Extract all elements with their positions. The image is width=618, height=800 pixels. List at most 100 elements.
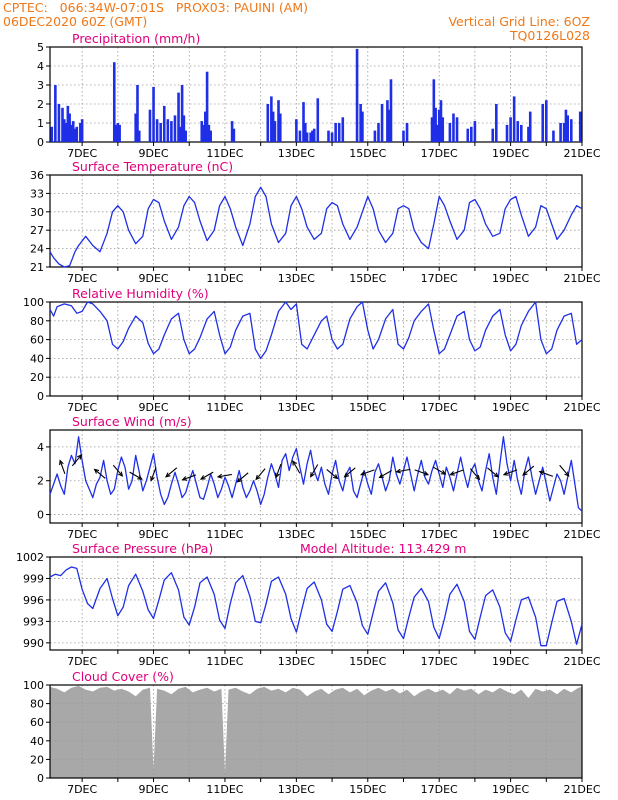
precip-bar bbox=[180, 85, 184, 142]
pres-ytick-label: 996 bbox=[23, 594, 44, 607]
wind-arrow-head bbox=[522, 470, 528, 476]
wind-direction-arrow bbox=[112, 464, 124, 477]
pres-xtick-label: 17DEC bbox=[421, 655, 458, 668]
precip-bar bbox=[327, 130, 330, 142]
temp-frame bbox=[49, 174, 583, 268]
rh-ytick-label: 40 bbox=[30, 352, 44, 365]
wind-arrow-shaft bbox=[487, 467, 499, 478]
temp-xtick-label: 19DEC bbox=[492, 272, 529, 285]
temp-ytick-label: 33 bbox=[30, 187, 44, 200]
rh-title: Relative Humidity (%) bbox=[72, 286, 209, 301]
precip-bar bbox=[148, 109, 152, 142]
rh-ytick-label: 100 bbox=[23, 296, 44, 309]
wind-arrow-shaft bbox=[450, 469, 464, 476]
precip-bar bbox=[266, 104, 270, 142]
wind-arrow-shaft bbox=[200, 471, 214, 480]
wind-arrow-head bbox=[343, 472, 350, 478]
wind-arrow-head bbox=[493, 472, 500, 478]
wind-direction-arrow bbox=[165, 467, 178, 478]
pres-xtick-label: 11DEC bbox=[206, 655, 243, 668]
precip-xtick-label: 15DEC bbox=[349, 147, 386, 160]
rh-ytick-label: 20 bbox=[30, 371, 44, 384]
precip-bar bbox=[80, 119, 84, 142]
precip-bar bbox=[355, 48, 359, 142]
wind-direction-arrow bbox=[326, 469, 339, 480]
precip-bar bbox=[312, 128, 316, 142]
precip-bar bbox=[179, 126, 182, 142]
wind-direction-arrow bbox=[236, 472, 249, 483]
wind-arrow-shaft bbox=[255, 468, 266, 480]
wind-arrow-head bbox=[292, 460, 297, 466]
wind-xtick-label: 13DEC bbox=[278, 528, 315, 541]
wind-arrow-shaft bbox=[326, 469, 338, 479]
wind-xtick-label: 15DEC bbox=[349, 528, 386, 541]
precip-bar bbox=[271, 111, 275, 142]
rh-ytick-label: 60 bbox=[30, 334, 44, 347]
precip-bar bbox=[173, 115, 177, 142]
temp-xtick-label: 15DEC bbox=[349, 272, 386, 285]
wind-arrow-head bbox=[395, 468, 402, 474]
precip-bar bbox=[386, 100, 389, 142]
temp-xtick-label: 11DEC bbox=[206, 272, 243, 285]
pres-ytick-label: 999 bbox=[23, 572, 44, 585]
precip-bar bbox=[466, 128, 470, 142]
pres-xtick-label: 7DEC bbox=[67, 655, 97, 668]
precip-bar bbox=[116, 123, 120, 142]
precip-bar bbox=[505, 124, 509, 142]
temp-xtick-label: 9DEC bbox=[138, 272, 168, 285]
rh-xtick-label: 11DEC bbox=[206, 401, 243, 414]
pres-ytick-label: 1002 bbox=[16, 551, 44, 564]
wind-direction-arrow bbox=[255, 468, 266, 481]
wind-ytick-label: 0 bbox=[37, 509, 44, 522]
wind-arrow-shaft bbox=[237, 472, 249, 483]
precip-bar bbox=[71, 121, 75, 142]
pres-frame bbox=[49, 556, 583, 651]
cloud-cover-area bbox=[50, 685, 582, 778]
cloud-xtick-label: 9DEC bbox=[138, 783, 168, 796]
wind-direction-arrow bbox=[432, 466, 447, 475]
wind-direction-arrow bbox=[150, 467, 157, 482]
header-gridline-note: Vertical Grid Line: 6OZ bbox=[448, 14, 590, 29]
wind-direction-arrow bbox=[559, 464, 570, 477]
precip-bar bbox=[118, 124, 121, 142]
precip-bar bbox=[162, 105, 166, 142]
temp-xtick-label: 7DEC bbox=[67, 272, 97, 285]
precip-panel: 0 1 2 3 4 5 7DEC 9DEC 11DEC 13DEC 15DEC 17DEC 19DEC 2… bbox=[37, 31, 601, 160]
precip-bar bbox=[230, 121, 234, 142]
precip-bar bbox=[495, 104, 498, 142]
precip-bar bbox=[79, 123, 82, 142]
wind-arrow-shaft bbox=[112, 464, 123, 477]
precip-bar bbox=[134, 113, 137, 142]
precip-bar bbox=[184, 130, 187, 142]
wind-arrow-head bbox=[440, 470, 447, 475]
wind-arrow-head bbox=[332, 474, 339, 480]
rh-xtick-label: 21DEC bbox=[563, 401, 600, 414]
pres-xtick-label: 13DEC bbox=[278, 655, 315, 668]
wind-direction-arrow bbox=[59, 459, 66, 474]
precip-xtick-label: 19DEC bbox=[492, 147, 529, 160]
precip-bar bbox=[278, 113, 282, 142]
temp-xtick-label: 17DEC bbox=[421, 272, 458, 285]
precip-bar bbox=[405, 123, 409, 142]
precip-bar bbox=[470, 126, 473, 142]
precip-bar bbox=[512, 96, 516, 142]
wind-direction-arrow bbox=[275, 463, 282, 479]
cloud-xtick-label: 15DEC bbox=[349, 783, 386, 796]
precip-bar bbox=[559, 123, 562, 142]
precip-bar bbox=[430, 117, 434, 142]
wind-direction-arrow bbox=[310, 464, 319, 478]
wind-arrow-head bbox=[137, 475, 143, 480]
wind-arrow-head bbox=[310, 472, 315, 478]
precip-bar bbox=[277, 100, 280, 142]
cloud-title: Cloud Cover (%) bbox=[72, 669, 174, 684]
wind-panel: 0 2 4 7DEC 9DEC 11DEC 13DEC 15DEC 17DEC 19DEC 21DE… bbox=[37, 414, 601, 541]
wind-arrow-head bbox=[564, 471, 570, 477]
pres-xtick-label: 9DEC bbox=[138, 655, 168, 668]
cloud-ytick-label: 80 bbox=[30, 698, 44, 711]
rh-xtick-label: 15DEC bbox=[349, 401, 386, 414]
wind-arrow-head bbox=[502, 471, 509, 476]
wind-arrow-head bbox=[423, 471, 430, 476]
precip-bar bbox=[455, 117, 459, 142]
precip-bar bbox=[270, 96, 273, 142]
cloud-ytick-label: 20 bbox=[30, 753, 44, 766]
